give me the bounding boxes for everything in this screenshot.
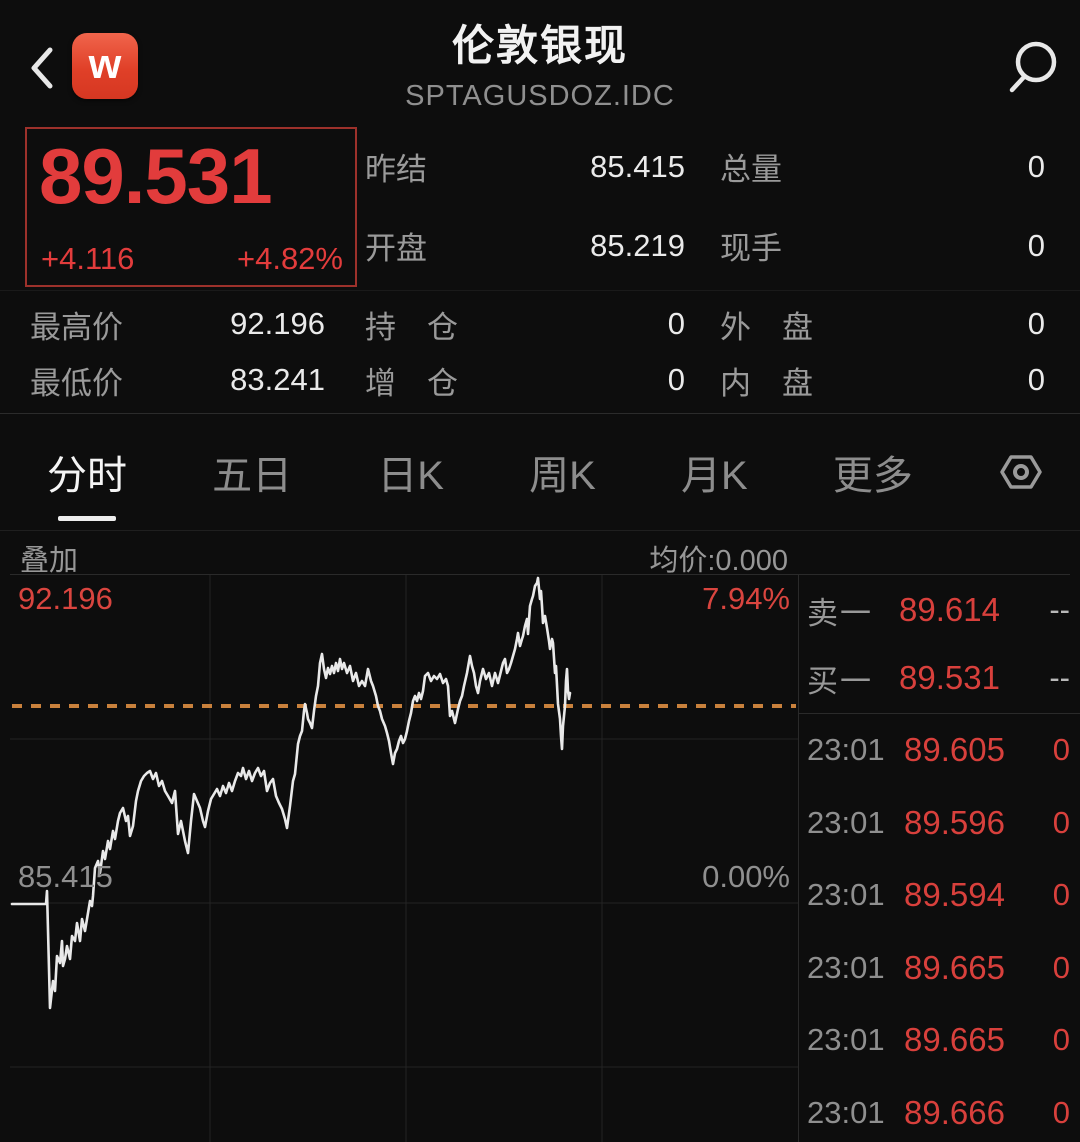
- trade-list[interactable]: 23:01 89.605 0 23:01 89.596 0 23:01 89.5…: [799, 714, 1080, 1142]
- trade-volume: 0: [1052, 804, 1070, 840]
- back-icon[interactable]: [28, 46, 56, 90]
- trade-time: 23:01: [807, 804, 885, 840]
- stat-value: 0: [1027, 148, 1045, 184]
- tab-monthly-k[interactable]: 月K: [681, 454, 748, 498]
- period-tabbar: 分时 五日 日K 周K 月K 更多: [0, 413, 1080, 531]
- trade-volume: 0: [1052, 949, 1070, 985]
- search-icon[interactable]: [1000, 36, 1062, 96]
- page-title: 伦敦银现: [451, 22, 628, 69]
- last-price-box: 89.531 +4.116 +4.82%: [25, 127, 357, 287]
- divider: [10, 574, 1070, 575]
- stats-row: 昨结 85.415 总量 0: [365, 144, 1045, 189]
- trade-time: 23:01: [807, 949, 885, 985]
- trade-row: 23:01 89.594 0: [799, 859, 1080, 932]
- stat-label: 最低价: [30, 365, 123, 401]
- trade-price: 89.605: [904, 731, 1005, 769]
- stat-value: 85.415: [590, 148, 685, 184]
- trade-time: 23:01: [807, 1022, 885, 1058]
- stat-label: 外 盘: [720, 309, 813, 345]
- instrument-code: SPTAGUSDOZ.IDC: [405, 80, 675, 112]
- trade-time: 23:01: [807, 732, 885, 768]
- avg-price-label: 均价:0.000: [649, 545, 788, 577]
- stat-value: 92.196: [230, 306, 325, 341]
- intraday-chart-svg: [10, 575, 798, 1142]
- trade-time: 23:01: [807, 1094, 885, 1130]
- tab-daily-k[interactable]: 日K: [377, 454, 444, 498]
- stat-value: 0: [667, 362, 685, 397]
- bid-label: 买一: [807, 663, 873, 699]
- chart-settings-icon[interactable]: [998, 452, 1044, 492]
- stats-row: 最高价 92.196 持 仓 0 外 盘 0: [30, 302, 1045, 347]
- trade-price: 89.596: [904, 803, 1005, 841]
- tab-more[interactable]: 更多: [832, 454, 913, 498]
- stat-value: 85.219: [590, 227, 685, 263]
- stat-value: 0: [1027, 306, 1045, 341]
- chart-zero-pct-label: 0.00%: [702, 859, 790, 894]
- trade-price: 89.665: [904, 948, 1005, 986]
- stat-label: 昨结: [365, 152, 427, 187]
- stat-label: 最高价: [30, 309, 123, 345]
- ask-volume: --: [1049, 592, 1070, 627]
- stat-label: 持 仓: [365, 309, 458, 345]
- bid-row: 买一 89.531 --: [799, 644, 1080, 712]
- trade-row: 23:01 89.665 0: [799, 1004, 1080, 1077]
- last-price: 89.531: [39, 132, 273, 220]
- stat-label: 现手: [720, 231, 782, 266]
- divider: [799, 713, 1080, 714]
- tab-minute[interactable]: 分时: [47, 443, 127, 501]
- trade-row: 23:01 89.596 0: [799, 787, 1080, 860]
- stats-row: 最低价 83.241 增 仓 0 内 盘 0: [30, 358, 1045, 403]
- trade-price: 89.665: [904, 1021, 1005, 1059]
- ask-label: 卖一: [807, 595, 873, 631]
- bid-price: 89.531: [899, 659, 1000, 696]
- stats-row: 开盘 85.219 现手 0: [365, 223, 1045, 268]
- price-change-percent: +4.82%: [236, 241, 343, 276]
- divider: [0, 290, 1080, 291]
- stat-value: 83.241: [230, 362, 325, 397]
- stat-value: 0: [1027, 227, 1045, 263]
- stats-top: 昨结 85.415 总量 0 开盘 85.219 现手 0: [365, 127, 1045, 285]
- trade-volume: 0: [1052, 1094, 1070, 1130]
- trade-row: 23:01 89.666 0: [799, 1077, 1080, 1142]
- tab-weekly-k[interactable]: 周K: [529, 454, 596, 498]
- stat-label: 开盘: [365, 231, 427, 266]
- divider: [798, 575, 799, 1142]
- quote-side-panel: 卖一 89.614 -- 买一 89.531 -- 23:01 89.605 0…: [799, 576, 1080, 1142]
- trade-price: 89.594: [904, 876, 1005, 914]
- bid-volume: --: [1049, 660, 1070, 695]
- stat-label: 增 仓: [365, 365, 458, 401]
- ask-row: 卖一 89.614 --: [799, 576, 1080, 644]
- trade-volume: 0: [1052, 1022, 1070, 1058]
- stat-value: 0: [1027, 362, 1045, 397]
- trade-time: 23:01: [807, 877, 885, 913]
- trade-row: 23:01 89.605 0: [799, 714, 1080, 787]
- stat-label: 内 盘: [720, 365, 813, 401]
- wind-app-logo[interactable]: w: [72, 33, 138, 99]
- trade-volume: 0: [1052, 877, 1070, 913]
- stat-label: 总量: [720, 152, 782, 187]
- ask-price: 89.614: [899, 591, 1000, 628]
- chart-high-price-label: 92.196: [18, 581, 113, 616]
- price-change: +4.116: [41, 241, 135, 276]
- chart-high-pct-label: 7.94%: [702, 581, 790, 616]
- stat-value: 0: [667, 306, 685, 341]
- trade-volume: 0: [1052, 732, 1070, 768]
- logo-letter: w: [88, 40, 122, 87]
- stats-bottom: 最高价 92.196 持 仓 0 外 盘 0 最低价 83.241 增 仓 0 …: [30, 296, 1045, 408]
- trade-price: 89.666: [904, 1093, 1005, 1131]
- trade-row: 23:01 89.665 0: [799, 932, 1080, 1005]
- intraday-chart[interactable]: 92.196 7.94% 85.415 0.00%: [10, 575, 798, 1142]
- tab-5day[interactable]: 五日: [212, 454, 293, 498]
- chart-prevclose-label: 85.415: [18, 859, 113, 894]
- overlay-button[interactable]: 叠加: [20, 545, 79, 577]
